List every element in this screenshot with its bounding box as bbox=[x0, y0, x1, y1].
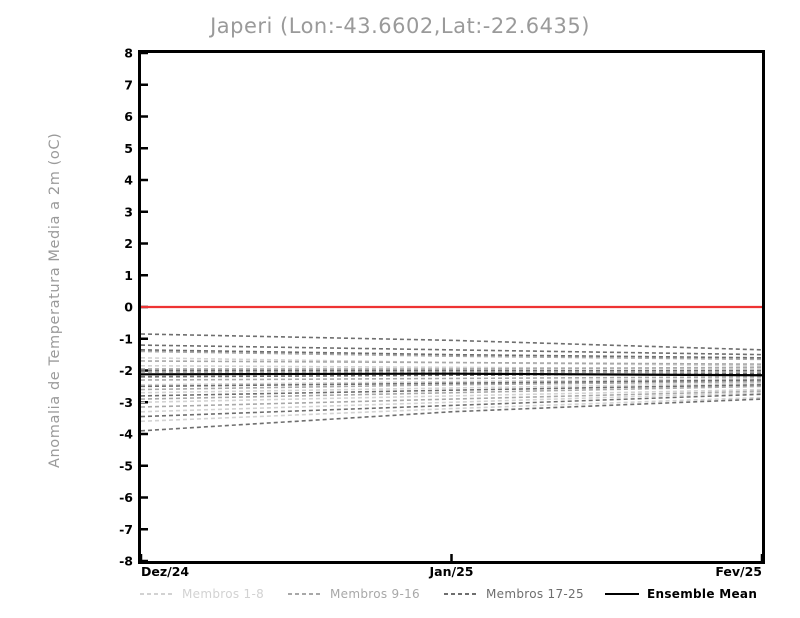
series-line bbox=[140, 396, 763, 423]
page-title: Japeri (Lon:-43.6602,Lat:-22.6435) bbox=[210, 14, 590, 38]
x-axis-ticks: Dez/24 Jan/25 Fev/25 bbox=[139, 554, 764, 579]
legend-swatch bbox=[288, 593, 322, 595]
series-lines bbox=[140, 333, 763, 432]
y-tick-label: 5 bbox=[124, 141, 133, 156]
y-axis-ticks: 8 7 6 5 4 3 2 1 0 -1 -2 -3 -4 -5 -6 -7 -8 bbox=[119, 46, 148, 569]
legend-item[interactable]: Membros 9-16 bbox=[288, 585, 420, 603]
legend-item[interactable]: Membros 1-8 bbox=[140, 585, 264, 603]
legend-label: Ensemble Mean bbox=[647, 587, 758, 601]
y-tick-label: -1 bbox=[119, 331, 133, 346]
series-line bbox=[140, 388, 763, 404]
y-tick-label: -6 bbox=[119, 490, 133, 505]
legend-label: Membros 1-8 bbox=[182, 587, 265, 601]
series-line bbox=[140, 350, 763, 361]
series-line bbox=[140, 360, 763, 365]
y-tick-label: -2 bbox=[119, 363, 133, 378]
series-line bbox=[141, 366, 763, 370]
chart-legend: Membros 1-8 Membros 9-16 Membros 17-25 Ense… bbox=[0, 585, 800, 605]
series-line bbox=[140, 382, 763, 394]
series-line bbox=[140, 379, 763, 388]
y-tick-label: 7 bbox=[124, 77, 133, 92]
y-tick-label: -5 bbox=[119, 458, 133, 473]
x-tick-label: Fev/25 bbox=[715, 564, 762, 579]
y-tick-label: -8 bbox=[119, 554, 133, 569]
y-tick-label: -4 bbox=[119, 427, 133, 442]
y-tick-label: -7 bbox=[119, 522, 133, 537]
series-line bbox=[140, 383, 763, 397]
legend-label: Membros 9-16 bbox=[330, 587, 420, 601]
legend-swatch bbox=[140, 593, 174, 595]
y-tick-label: 0 bbox=[124, 300, 133, 315]
legend-label: Membros 17-25 bbox=[486, 587, 584, 601]
y-tick-label: 8 bbox=[124, 46, 133, 61]
series-line bbox=[140, 393, 763, 418]
y-tick-label: -3 bbox=[119, 395, 133, 410]
x-tick-label: Jan/25 bbox=[429, 564, 474, 579]
series-line bbox=[140, 390, 763, 408]
y-tick-label: 4 bbox=[124, 173, 133, 188]
y-tick-label: 2 bbox=[124, 236, 133, 251]
series-line bbox=[140, 376, 763, 381]
series-line bbox=[140, 391, 763, 413]
legend-item[interactable]: Ensemble Mean bbox=[605, 585, 757, 603]
y-tick-label: 6 bbox=[124, 109, 133, 124]
series-line bbox=[140, 385, 763, 400]
y-tick-label: 1 bbox=[124, 268, 133, 283]
series-line bbox=[140, 372, 763, 378]
legend-item[interactable]: Membros 17-25 bbox=[444, 585, 584, 603]
legend-swatch bbox=[605, 592, 639, 596]
series-line bbox=[140, 372, 763, 377]
series-line bbox=[140, 364, 763, 370]
series-line bbox=[140, 398, 763, 432]
legend-swatch bbox=[444, 593, 478, 595]
series-line bbox=[140, 344, 763, 356]
plot-frame-border bbox=[138, 50, 765, 564]
x-tick-label: Dez/24 bbox=[141, 564, 189, 579]
series-line bbox=[140, 377, 763, 386]
series-line bbox=[140, 333, 763, 351]
series-line bbox=[140, 349, 763, 359]
series-line bbox=[140, 380, 763, 391]
y-tick-label: 3 bbox=[124, 204, 133, 219]
